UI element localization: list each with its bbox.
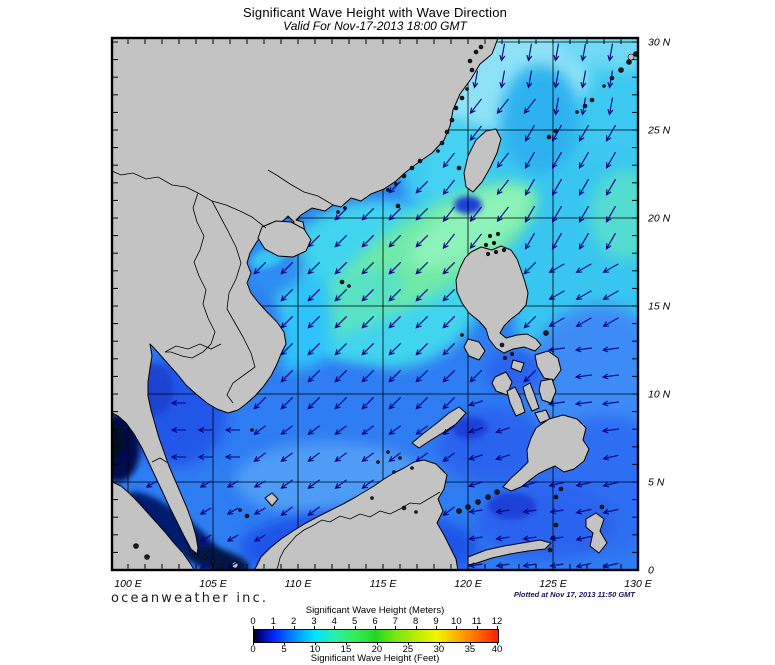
- oceanweather-logo-text: oceanweather inc.: [111, 591, 269, 606]
- meters-tick-6: 6: [372, 616, 378, 627]
- lon-label-115E: 115 E: [370, 578, 398, 590]
- lon-label-110E: 110 E: [285, 578, 313, 590]
- feet-tick-10: 10: [309, 644, 321, 655]
- lon-label-105E: 105 E: [199, 578, 227, 590]
- lat-label-5N: 5 N: [648, 477, 665, 489]
- feet-tick-20: 20: [371, 644, 383, 655]
- degree-ticks: [113, 39, 639, 571]
- lat-label-15N: 15 N: [648, 301, 671, 313]
- lat-label-30N: 30 N: [648, 37, 671, 49]
- feet-tick-15: 15: [340, 644, 352, 655]
- meters-tick-4: 4: [331, 616, 337, 627]
- plotted-timestamp: Plotted at Nov 17, 2013 11:50 GMT: [513, 590, 635, 599]
- meters-tick-8: 8: [413, 616, 419, 627]
- feet-tick-25: 25: [402, 644, 414, 655]
- meters-tick-7: 7: [392, 616, 398, 627]
- feet-tick-5: 5: [281, 644, 287, 655]
- meters-tick-12: 12: [491, 616, 503, 627]
- lon-label-130E: 130 E: [624, 578, 652, 590]
- meters-tick-2: 2: [291, 616, 297, 627]
- page-title: Significant Wave Height with Wave Direct…: [242, 5, 508, 20]
- lon-label-100E: 100 E: [114, 578, 142, 590]
- lon-label-120E: 120 E: [454, 578, 482, 590]
- meters-tick-10: 10: [451, 616, 462, 627]
- country-borders: [112, 169, 441, 570]
- valid-time-subtitle: Valid For Nov-17-2013 18:00 GMT: [283, 19, 467, 33]
- lat-label-20N: 20 N: [647, 213, 671, 225]
- feet-tick-30: 30: [433, 644, 445, 655]
- meters-tick-9: 9: [433, 616, 439, 627]
- meters-tick-11: 11: [471, 616, 482, 627]
- meters-tick-3: 3: [311, 616, 317, 627]
- lat-label-25N: 25 N: [647, 125, 671, 137]
- lat-label-0: 0: [648, 565, 654, 577]
- lon-label-125E: 125 E: [539, 578, 567, 590]
- wave-height-colorbar: [253, 629, 499, 643]
- legend-meters-label: Significant Wave Height (Meters): [305, 605, 445, 616]
- land-masses: [112, 38, 638, 570]
- meters-tick-0: 0: [250, 616, 256, 627]
- wave-direction-arrows: [116, 43, 619, 569]
- legend-meters-ticks: 0 1 2 3 4 5 6 7 8 9 10 11 12: [0, 616, 775, 627]
- map-frame: [110, 36, 640, 572]
- legend-feet-ticks: 0 5 10 15 20 25 30 35 40: [0, 644, 775, 655]
- feet-tick-35: 35: [464, 644, 476, 655]
- meters-tick-1: 1: [270, 616, 276, 627]
- feet-tick-40: 40: [491, 644, 503, 655]
- feet-tick-0: 0: [250, 644, 256, 655]
- meters-tick-5: 5: [352, 616, 358, 627]
- legend-feet-label: Significant Wave Height (Feet): [310, 653, 440, 664]
- lat-label-10N: 10 N: [648, 389, 671, 401]
